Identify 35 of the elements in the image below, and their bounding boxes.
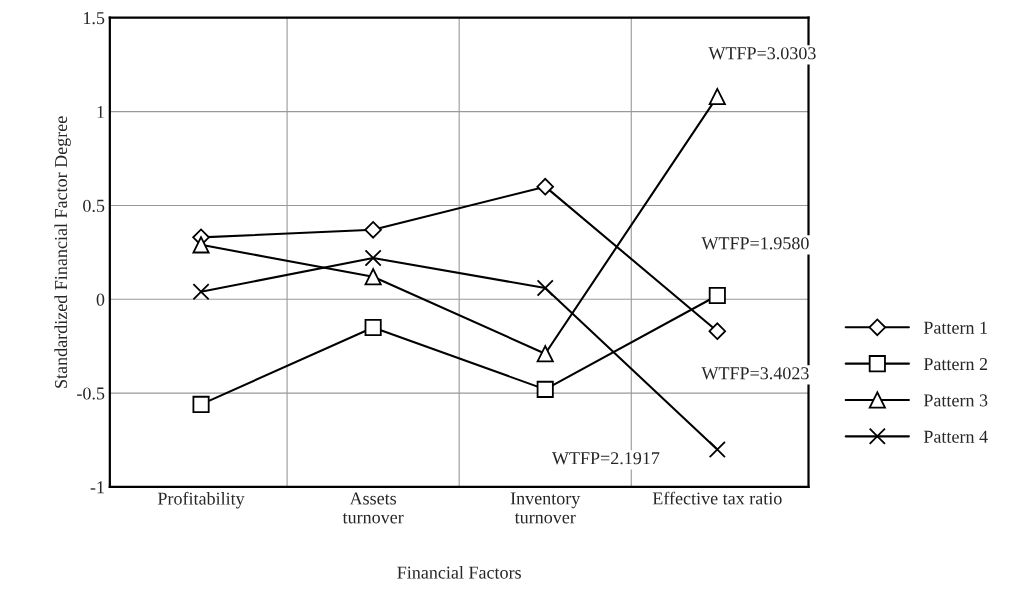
legend-label: Pattern 3 — [923, 394, 988, 407]
point — [708, 322, 727, 340]
point — [192, 395, 210, 413]
legend-label: Pattern 4 — [923, 430, 988, 443]
point — [364, 221, 382, 239]
y-axis-title: Standardized Financial Factor Degree — [54, 116, 71, 388]
point — [708, 88, 726, 106]
point — [536, 279, 554, 297]
annotation: WTFP=1.9580 — [701, 237, 809, 250]
y-tick-label: -1 — [90, 481, 104, 494]
x-tick-label: Inventory turnover — [510, 492, 581, 524]
point — [364, 318, 382, 336]
legend-label: Pattern 2 — [923, 358, 988, 371]
point — [192, 236, 210, 254]
point — [708, 440, 726, 458]
point — [708, 286, 726, 305]
point — [536, 345, 554, 363]
x-axis-title: Financial Factors — [397, 565, 521, 579]
y-tick-label: -0.5 — [77, 387, 105, 400]
x-tick-label: Profitability — [157, 491, 245, 509]
point — [536, 380, 554, 398]
point — [192, 283, 210, 301]
point — [536, 177, 554, 196]
point — [364, 249, 382, 267]
annotation: WTFP=3.4023 — [701, 367, 809, 380]
y-tick-label: 1.5 — [83, 12, 105, 25]
legend-label: Pattern 1 — [923, 321, 987, 334]
y-tick-label: 0.5 — [83, 199, 105, 212]
annotation: WTFP=2.1917 — [551, 452, 660, 465]
point — [364, 268, 382, 286]
x-tick-label: Assets turnover — [342, 492, 404, 524]
y-tick-label: 0 — [96, 293, 105, 306]
annotation: WTFP=3.0303 — [708, 47, 816, 60]
x-tick-label: Effective tax ratio — [652, 491, 782, 505]
y-tick-label: 1 — [97, 105, 104, 118]
